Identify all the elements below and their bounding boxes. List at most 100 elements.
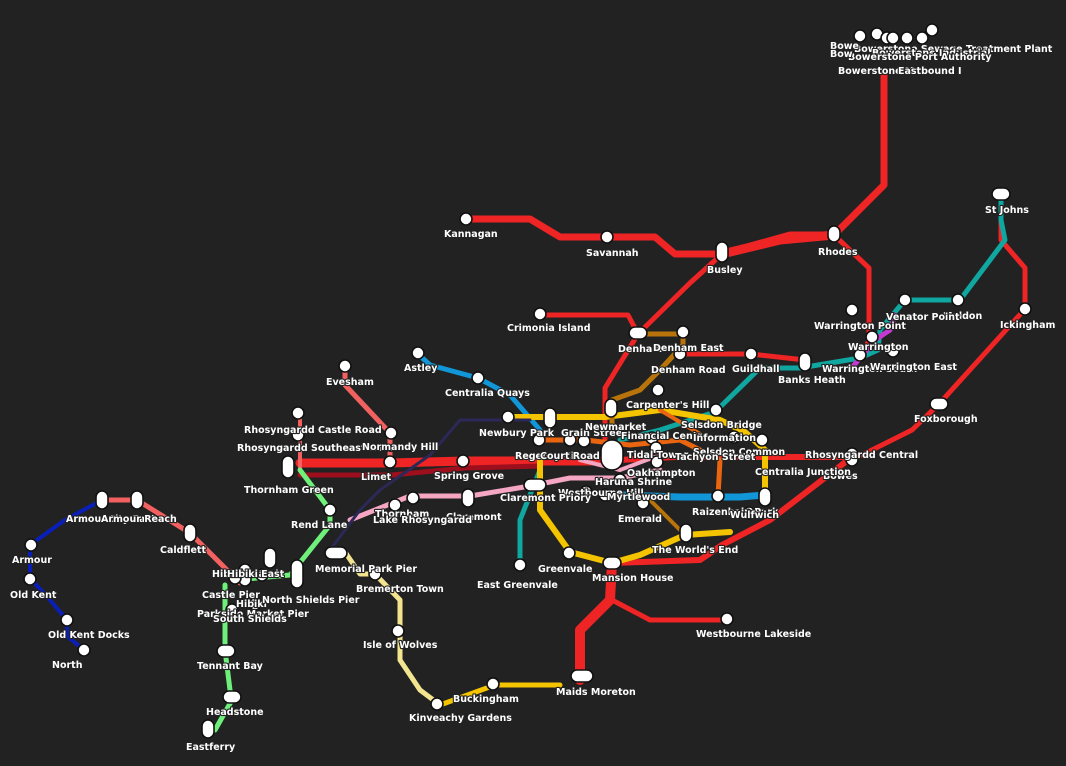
route-segment-red-8 bbox=[295, 456, 605, 468]
station-marker-old-kent-docks[interactable] bbox=[60, 613, 74, 627]
station-marker-rhodes[interactable] bbox=[827, 225, 841, 243]
station-marker-north[interactable] bbox=[77, 643, 91, 657]
station-marker-old-kent[interactable] bbox=[23, 572, 37, 586]
station-label-selsdon-common: Selsdon Common bbox=[693, 447, 785, 458]
station-marker-bremerton-town[interactable] bbox=[368, 567, 382, 581]
station-marker-rhosyngardd-southeast-gate[interactable] bbox=[291, 428, 305, 442]
station-marker-eastbound-i[interactable] bbox=[886, 31, 900, 45]
station-marker-denham-east[interactable] bbox=[676, 325, 690, 339]
station-label-warrington: Warrington bbox=[848, 342, 909, 353]
station-marker-oakhampton[interactable] bbox=[650, 455, 664, 469]
station-marker-north-shields-pier[interactable] bbox=[290, 559, 304, 589]
route-segment-cyan_blue-21 bbox=[616, 491, 769, 501]
station-marker-spring-grove[interactable] bbox=[456, 454, 470, 468]
station-marker-westbourne-lakeside[interactable] bbox=[720, 612, 734, 626]
station-marker-headstone[interactable] bbox=[222, 690, 242, 704]
station-marker-bowerstone-industrial[interactable] bbox=[900, 31, 914, 45]
station-marker-newmarket[interactable] bbox=[563, 433, 577, 447]
station-marker-limet[interactable] bbox=[383, 455, 397, 469]
station-marker-astley[interactable] bbox=[411, 346, 425, 360]
station-marker-parkside-market-pier[interactable] bbox=[248, 597, 262, 611]
station-marker-east-greenvale[interactable] bbox=[513, 558, 527, 572]
station-marker-maldon[interactable] bbox=[951, 293, 965, 307]
station-marker-south-shields[interactable] bbox=[225, 603, 239, 617]
station-marker-warrington[interactable] bbox=[865, 330, 879, 344]
station-label-ickingham: Ickingham bbox=[1000, 320, 1055, 331]
station-marker-selsdon-bridge[interactable] bbox=[709, 403, 723, 417]
station-marker-newbury-park[interactable] bbox=[501, 410, 515, 424]
station-marker-memorial-park-pier[interactable] bbox=[324, 546, 348, 560]
station-marker-armour[interactable] bbox=[24, 538, 38, 552]
station-marker-foxborough[interactable] bbox=[929, 397, 949, 411]
station-marker-bowerstone-port-authority[interactable] bbox=[915, 31, 929, 45]
station-marker-savannah[interactable] bbox=[600, 230, 614, 244]
station-marker-carpenter-s-hill[interactable] bbox=[651, 383, 665, 397]
station-marker-caldflett[interactable] bbox=[183, 523, 197, 543]
station-marker-tennant-bay[interactable] bbox=[216, 644, 236, 658]
station-marker-claremont[interactable] bbox=[461, 488, 475, 508]
station-marker-bowes[interactable] bbox=[845, 447, 859, 467]
station-label-eastbound-i: Eastbound I bbox=[898, 66, 962, 77]
station-marker-mansion-house[interactable] bbox=[602, 556, 622, 570]
station-marker-thornham-green[interactable] bbox=[281, 455, 295, 479]
station-marker-warrington-point[interactable] bbox=[845, 303, 859, 317]
station-marker-rend-lane[interactable] bbox=[323, 503, 337, 517]
station-marker-eastferry[interactable] bbox=[201, 719, 215, 739]
station-marker-selsdon-common[interactable] bbox=[727, 430, 741, 444]
station-marker-hibiki-east[interactable] bbox=[263, 547, 277, 569]
station-label-busley: Busley bbox=[707, 265, 743, 276]
station-marker-crimonia-island[interactable] bbox=[533, 307, 547, 321]
station-marker-isle-of-wolves[interactable] bbox=[391, 624, 405, 638]
station-marker-venator-point[interactable] bbox=[898, 293, 912, 307]
station-label-normandy-hill: Normandy Hill bbox=[362, 442, 438, 453]
station-marker-the-world-s-end[interactable] bbox=[679, 523, 693, 543]
station-marker-denham[interactable] bbox=[628, 326, 648, 340]
route-segment-red_light-14 bbox=[342, 365, 393, 466]
station-label-warrington-point: Warrington Point bbox=[814, 321, 906, 332]
station-marker-grain-street[interactable] bbox=[543, 407, 557, 429]
station-marker-court-road[interactable] bbox=[577, 434, 591, 448]
station-marker-greenvale[interactable] bbox=[562, 546, 576, 560]
station-marker-lake-rhosyngardd[interactable] bbox=[388, 498, 402, 512]
station-label-armour-reach: Armour Reach bbox=[101, 514, 177, 525]
station-marker-castle-pier[interactable] bbox=[228, 571, 242, 585]
station-marker-warrington-south[interactable] bbox=[853, 348, 867, 362]
station-marker-guildhall[interactable] bbox=[744, 347, 758, 361]
station-marker-bowe[interactable] bbox=[853, 29, 867, 43]
station-marker-regency-circus[interactable] bbox=[532, 433, 546, 447]
station-marker-haruna-shrine[interactable] bbox=[613, 473, 627, 487]
station-marker-maids-moreton[interactable] bbox=[570, 669, 594, 683]
station-label-st-johns: St Johns bbox=[985, 205, 1029, 216]
station-marker-busley[interactable] bbox=[715, 241, 729, 263]
station-marker-bow[interactable] bbox=[925, 23, 939, 37]
station-marker-ickingham[interactable] bbox=[1018, 302, 1032, 316]
station-marker-myrtlewood[interactable] bbox=[598, 488, 612, 502]
station-marker-claremont-priory[interactable] bbox=[523, 478, 547, 492]
station-marker-armour-reach[interactable] bbox=[130, 490, 144, 510]
station-marker-banks-heath[interactable] bbox=[798, 352, 812, 372]
station-marker-financial-centre[interactable] bbox=[604, 398, 618, 418]
station-marker-emerald[interactable] bbox=[636, 496, 650, 510]
station-marker-rhosyngardd-central[interactable] bbox=[755, 433, 769, 447]
station-marker-thornham[interactable] bbox=[406, 491, 420, 505]
station-label-centralia-quays: Centralia Quays bbox=[445, 388, 530, 399]
station-marker-evesham[interactable] bbox=[338, 359, 352, 373]
station-marker-buckingham[interactable] bbox=[486, 677, 500, 691]
station-marker-hibiki[interactable] bbox=[255, 568, 269, 582]
station-marker-centralia-junction[interactable] bbox=[758, 487, 772, 507]
station-marker-armour-city-east[interactable] bbox=[95, 490, 109, 510]
station-marker-centralia-quays[interactable] bbox=[471, 371, 485, 385]
station-marker-denham-road[interactable] bbox=[673, 347, 687, 361]
station-marker-rhosyngardd-castle-road[interactable] bbox=[291, 406, 305, 420]
station-marker-kinveachy-gardens[interactable] bbox=[430, 697, 444, 711]
station-marker-normandy-hill[interactable] bbox=[384, 426, 398, 440]
station-marker-st-johns[interactable] bbox=[991, 187, 1011, 201]
station-marker-tachyon-street[interactable] bbox=[649, 441, 663, 455]
station-marker-wulfwich[interactable] bbox=[742, 506, 756, 520]
station-marker-tidal-tower[interactable] bbox=[600, 439, 624, 471]
station-marker-westbourne-hill[interactable] bbox=[579, 485, 593, 499]
station-marker-raizenbain-park[interactable] bbox=[711, 489, 725, 503]
station-marker-kannagan[interactable] bbox=[459, 212, 473, 226]
station-marker-warrington-east[interactable] bbox=[886, 344, 900, 358]
